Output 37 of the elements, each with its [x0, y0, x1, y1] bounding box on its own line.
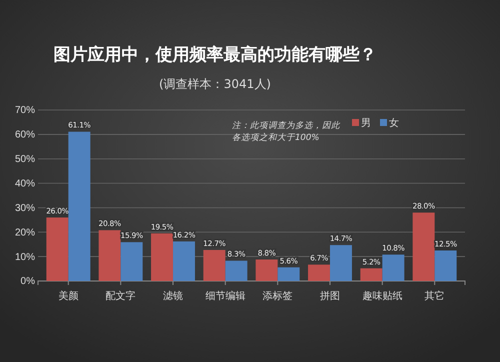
bar	[225, 260, 248, 281]
bar	[173, 241, 195, 281]
legend-label: 男	[361, 118, 371, 129]
bar	[256, 260, 278, 281]
bar	[434, 250, 457, 281]
bar	[68, 132, 90, 281]
y-tick-label: 60%	[14, 130, 36, 141]
chart-title: 图片应用中，使用频率最高的功能有哪些？	[54, 45, 376, 65]
x-tick-label: 拼图	[320, 290, 340, 302]
y-tick-label: 10%	[14, 252, 36, 263]
bar	[412, 212, 435, 281]
bar	[46, 217, 68, 281]
bar	[98, 230, 121, 281]
x-tick-label: 其它	[424, 290, 445, 302]
bar	[278, 267, 300, 281]
x-tick-label: 添标签	[262, 290, 293, 302]
y-tick-label: 40%	[14, 178, 36, 190]
bar	[120, 242, 143, 281]
chart-subtitle: (调查样本：3041人)	[159, 77, 271, 91]
y-tick-label: 70%	[14, 105, 36, 116]
x-tick-label: 细节编辑	[205, 290, 246, 302]
y-tick-label: 30%	[14, 202, 36, 214]
y-tick-label: 0%	[20, 276, 36, 288]
bar	[360, 268, 382, 281]
annotation: 注：此项调查为多选，因此各选项之和大于100%	[232, 120, 341, 143]
bar	[382, 254, 404, 281]
bar	[203, 250, 226, 281]
bar	[330, 245, 352, 281]
y-tick-label: 50%	[14, 154, 36, 166]
x-tick-label: 滤镜	[163, 290, 184, 302]
x-tick-label: 趣味贴纸	[362, 290, 402, 302]
x-tick-label: 美颜	[58, 290, 78, 302]
y-tick-label: 20%	[14, 227, 36, 238]
bar	[151, 233, 174, 281]
bar	[308, 264, 330, 281]
legend-label: 女	[389, 117, 399, 129]
x-tick-label: 配文字	[106, 290, 136, 302]
